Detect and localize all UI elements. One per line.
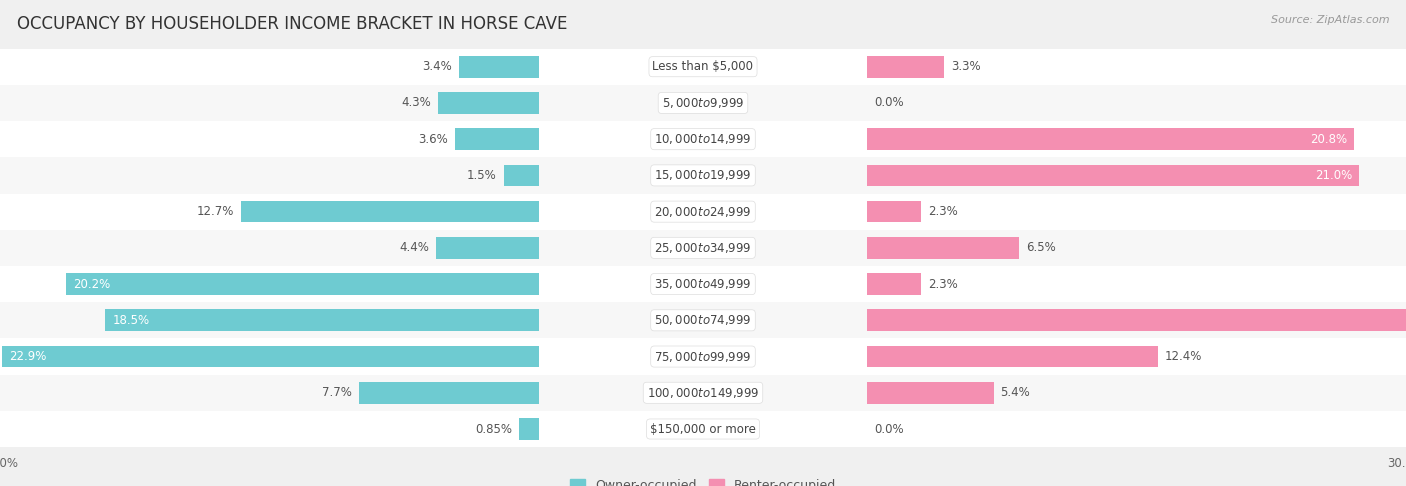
Text: $75,000 to $99,999: $75,000 to $99,999 [654, 349, 752, 364]
Bar [66, 273, 538, 295]
FancyBboxPatch shape [0, 157, 1406, 193]
Text: $100,000 to $149,999: $100,000 to $149,999 [647, 386, 759, 400]
Bar [868, 56, 945, 78]
FancyBboxPatch shape [0, 375, 1406, 411]
Text: 21.0%: 21.0% [1315, 169, 1353, 182]
Text: Source: ZipAtlas.com: Source: ZipAtlas.com [1271, 15, 1389, 25]
Bar [868, 273, 921, 295]
Bar [868, 310, 1406, 331]
Text: OCCUPANCY BY HOUSEHOLDER INCOME BRACKET IN HORSE CAVE: OCCUPANCY BY HOUSEHOLDER INCOME BRACKET … [17, 15, 567, 33]
Text: 5.4%: 5.4% [1001, 386, 1031, 399]
FancyBboxPatch shape [0, 193, 1406, 230]
Text: 20.8%: 20.8% [1310, 133, 1347, 146]
Text: 20.2%: 20.2% [73, 278, 110, 291]
Bar [359, 382, 538, 404]
Text: 3.6%: 3.6% [418, 133, 447, 146]
FancyBboxPatch shape [0, 411, 1406, 447]
Text: 3.4%: 3.4% [423, 60, 453, 73]
Bar [868, 237, 1019, 259]
Bar [460, 56, 538, 78]
Text: 2.3%: 2.3% [928, 278, 957, 291]
Bar [105, 310, 538, 331]
Text: $35,000 to $49,999: $35,000 to $49,999 [654, 277, 752, 291]
Text: 0.85%: 0.85% [475, 422, 512, 435]
Text: $25,000 to $34,999: $25,000 to $34,999 [654, 241, 752, 255]
FancyBboxPatch shape [0, 49, 1406, 85]
Text: 6.5%: 6.5% [1026, 242, 1056, 254]
Text: Less than $5,000: Less than $5,000 [652, 60, 754, 73]
Text: $150,000 or more: $150,000 or more [650, 422, 756, 435]
Text: 22.9%: 22.9% [10, 350, 46, 363]
Bar [3, 346, 538, 367]
FancyBboxPatch shape [0, 121, 1406, 157]
Bar [519, 418, 538, 440]
Text: 12.4%: 12.4% [1164, 350, 1202, 363]
Bar [242, 201, 538, 223]
FancyBboxPatch shape [0, 85, 1406, 121]
Bar [503, 165, 538, 186]
FancyBboxPatch shape [0, 230, 1406, 266]
Text: 0.0%: 0.0% [875, 96, 904, 109]
Bar [868, 201, 921, 223]
Text: $20,000 to $24,999: $20,000 to $24,999 [654, 205, 752, 219]
Bar [439, 92, 538, 114]
Legend: Owner-occupied, Renter-occupied: Owner-occupied, Renter-occupied [565, 474, 841, 486]
Bar [868, 346, 1157, 367]
Text: 18.5%: 18.5% [112, 314, 149, 327]
Text: 0.0%: 0.0% [875, 422, 904, 435]
Text: 2.3%: 2.3% [928, 205, 957, 218]
FancyBboxPatch shape [0, 302, 1406, 338]
FancyBboxPatch shape [0, 266, 1406, 302]
Text: 3.3%: 3.3% [952, 60, 981, 73]
Text: $15,000 to $19,999: $15,000 to $19,999 [654, 169, 752, 182]
Text: 7.7%: 7.7% [322, 386, 352, 399]
Text: 4.3%: 4.3% [402, 96, 432, 109]
Text: 4.4%: 4.4% [399, 242, 429, 254]
Text: 12.7%: 12.7% [197, 205, 235, 218]
FancyBboxPatch shape [0, 338, 1406, 375]
Text: $10,000 to $14,999: $10,000 to $14,999 [654, 132, 752, 146]
Bar [454, 128, 538, 150]
Text: $5,000 to $9,999: $5,000 to $9,999 [662, 96, 744, 110]
Bar [868, 128, 1354, 150]
Text: 1.5%: 1.5% [467, 169, 496, 182]
Text: $50,000 to $74,999: $50,000 to $74,999 [654, 313, 752, 327]
Bar [436, 237, 538, 259]
Bar [868, 165, 1360, 186]
Bar [868, 382, 994, 404]
